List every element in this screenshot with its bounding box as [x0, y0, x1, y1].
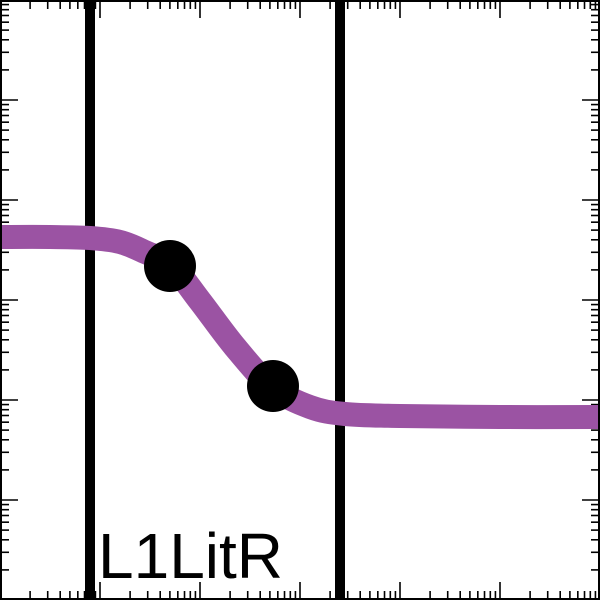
data-point [144, 240, 196, 292]
series-layer [0, 224, 600, 430]
markers-layer [144, 240, 299, 412]
chart-label: L1LitR [98, 520, 283, 592]
data-point [247, 360, 299, 412]
vertical-lines [85, 0, 345, 600]
series-line [0, 224, 600, 430]
